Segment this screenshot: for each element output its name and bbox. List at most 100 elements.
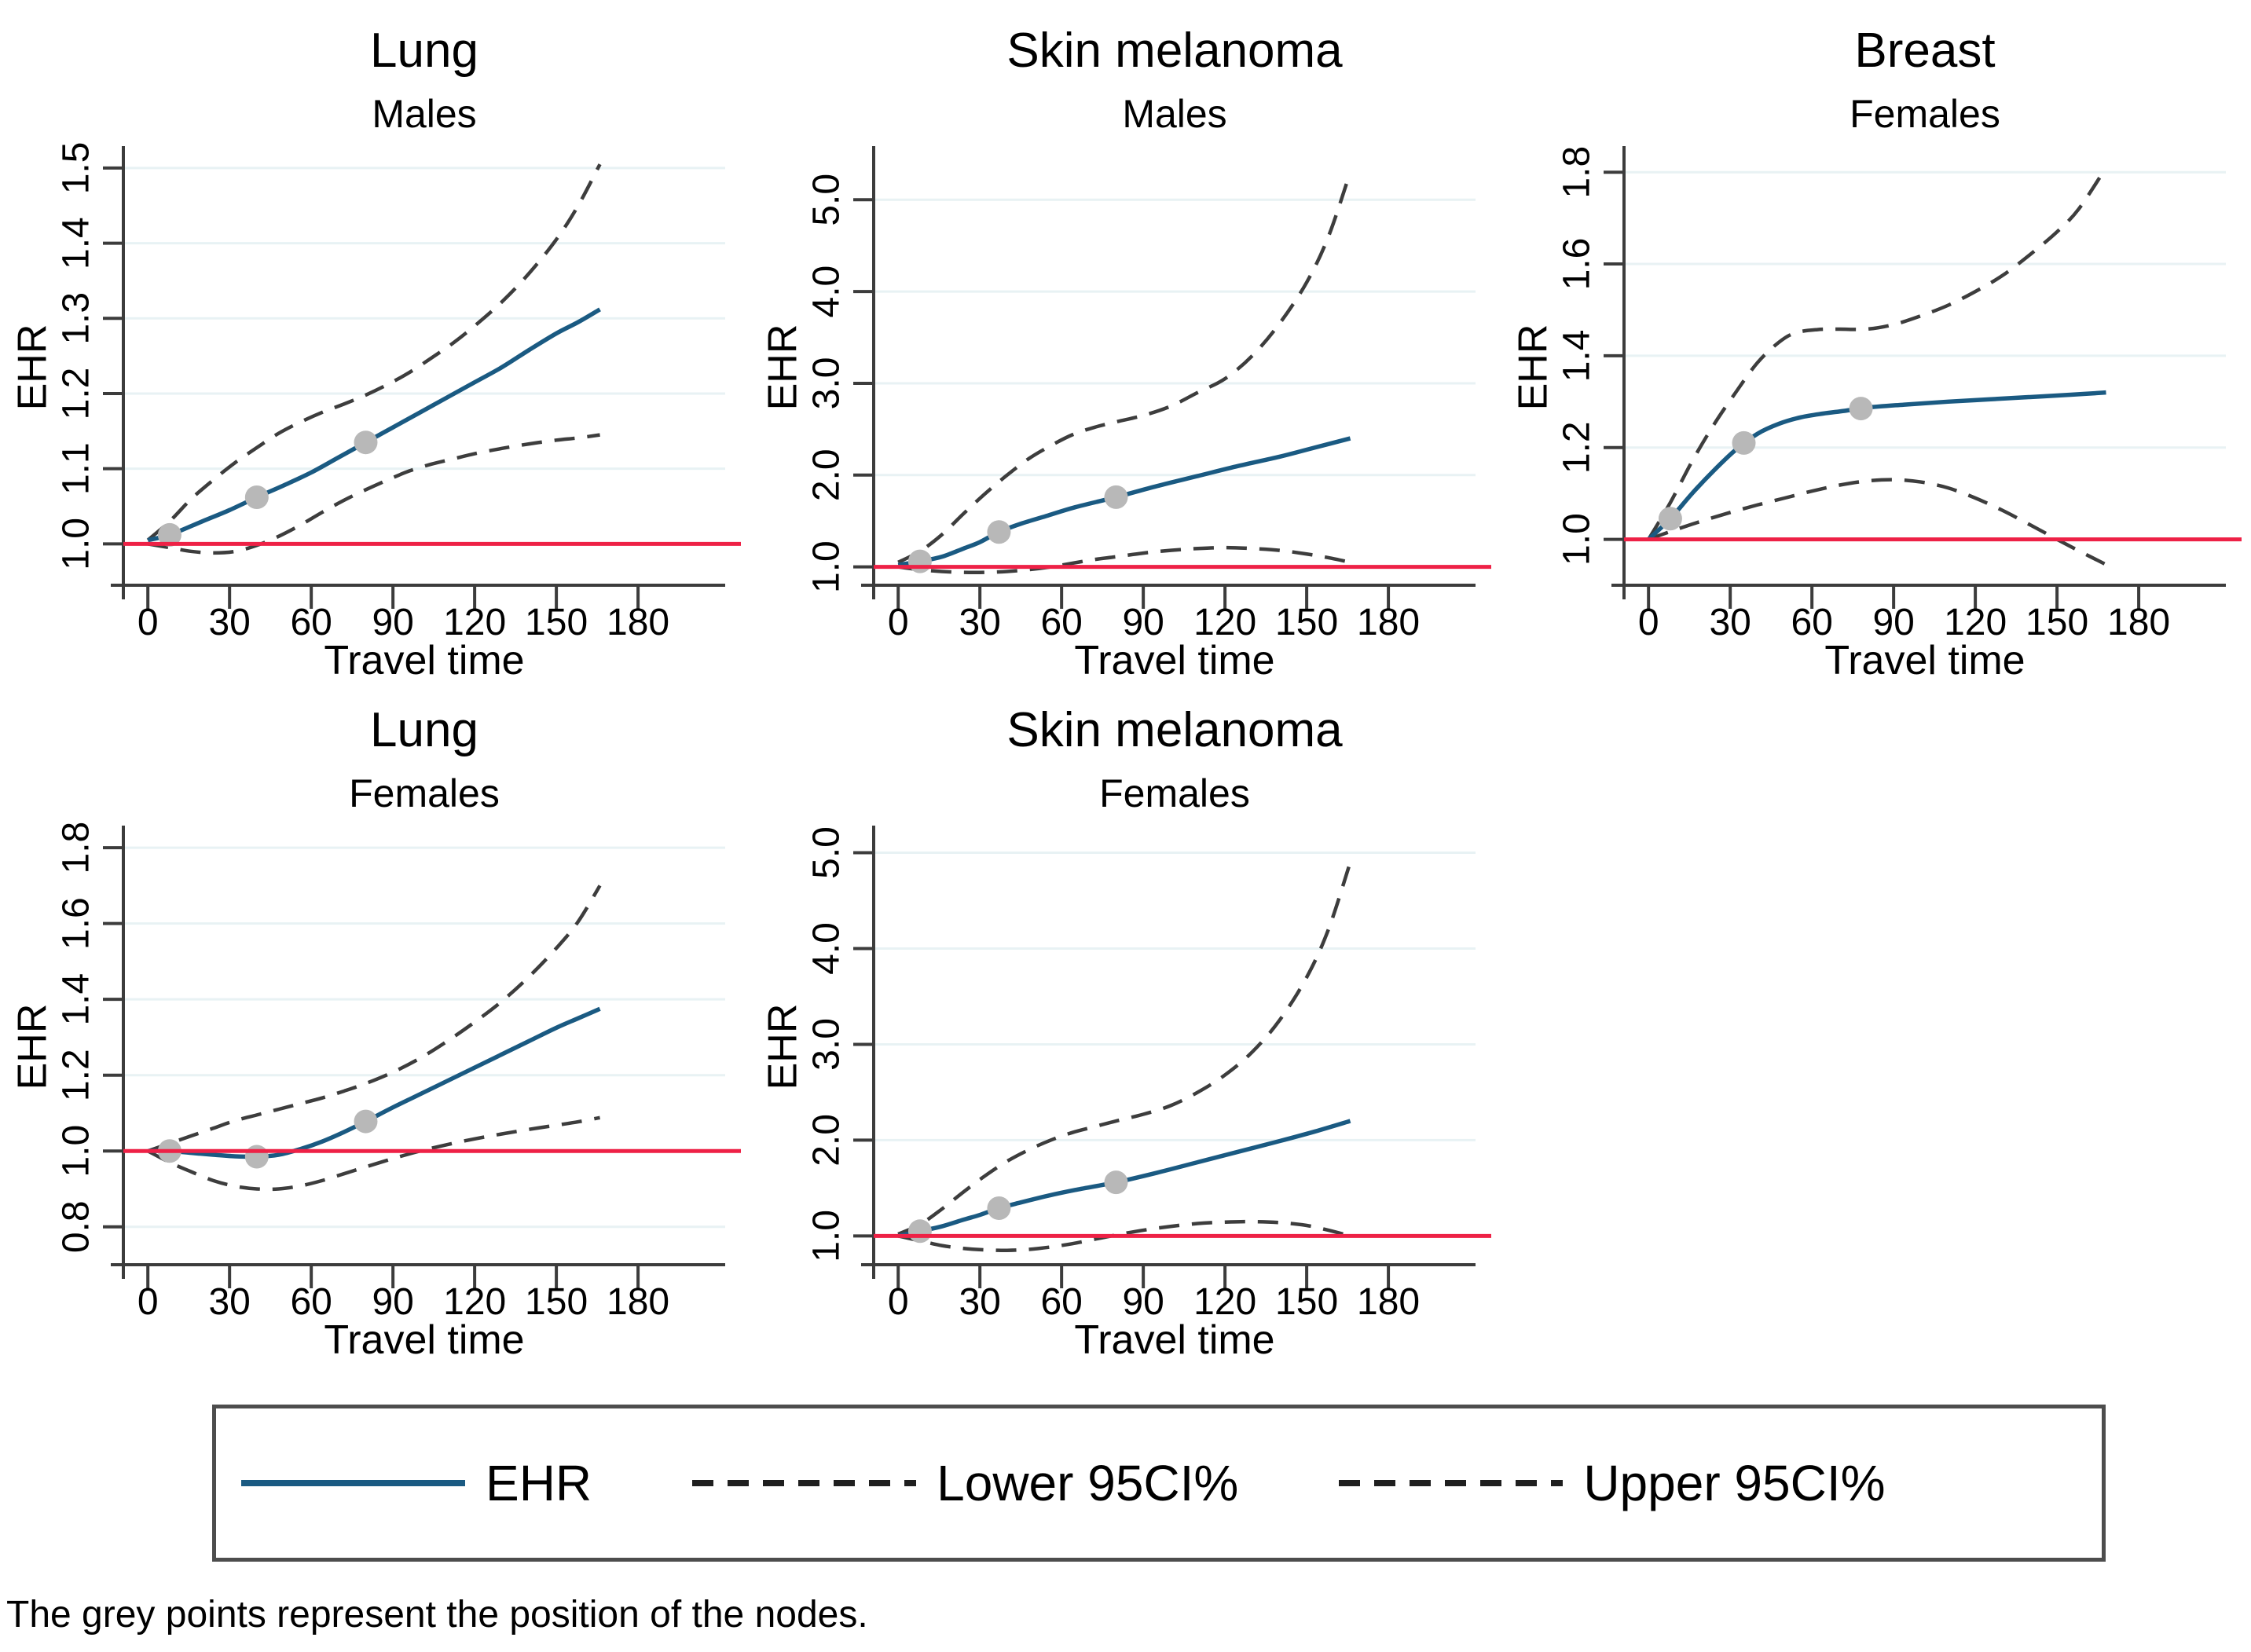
y-tick-label: 1.4 (1556, 330, 1598, 383)
x-tick-label: 0 (1638, 602, 1659, 643)
node-point (1658, 507, 1682, 531)
x-tick-label: 60 (1040, 1281, 1082, 1323)
chart-svg: Lung Males 1.0 1.1 1.2 1.3 1.4 1.5 0 30 60 90 120 150… (10, 24, 741, 679)
ehr-line (147, 307, 601, 543)
y-tick-label: 1.6 (56, 897, 97, 950)
legend-item-lower-ci: Lower 95CI% (692, 1454, 1238, 1512)
legend-item-ehr: EHR (241, 1454, 592, 1512)
panel-title: Lung (370, 24, 478, 78)
node-point (907, 549, 932, 573)
chart-svg: Lung Females 0.8 1.0 1.2 1.4 1.6 1.8 0 30 60 90 120 1… (10, 703, 741, 1359)
x-axis-title: Travel time (1824, 638, 2025, 679)
lower-ci-line-sample (692, 1480, 917, 1486)
x-tick-label: 180 (1357, 1281, 1420, 1323)
x-tick-label: 0 (888, 1281, 909, 1323)
node-point (987, 1196, 1011, 1221)
y-tick-label: 1.3 (56, 292, 97, 345)
x-axis-title: Travel time (324, 638, 524, 679)
x-tick-label: 180 (607, 602, 669, 643)
node-point (157, 522, 181, 547)
chart-svg: Skin melanoma Males 1.0 2.0 3.0 4.0 5.0 0 30 60 90… (761, 24, 1491, 679)
node-point (354, 430, 378, 455)
node-point (987, 520, 1011, 544)
x-tick-label: 120 (1193, 602, 1256, 643)
x-tick-label: 30 (208, 602, 250, 643)
x-tick-label: 60 (290, 602, 332, 643)
x-tick-label: 0 (137, 1281, 159, 1323)
upper-ci-line-sample (1339, 1480, 1564, 1486)
upper-95ci--line (897, 861, 1352, 1236)
y-tick-label: 1.1 (56, 442, 97, 495)
upper-95ci--line (146, 163, 602, 542)
y-tick-label: 1.2 (1556, 421, 1598, 474)
y-axis-title: EHR (1511, 324, 1556, 411)
x-tick-label: 150 (1275, 1281, 1338, 1323)
charts-grid: Lung Males 1.0 1.1 1.2 1.3 1.4 1.5 0 30 60 90 120 150… (10, 0, 2251, 1359)
ehr-line-sample (241, 1480, 465, 1486)
y-tick-label: 3.0 (806, 357, 848, 410)
lower-95ci--line (1648, 478, 2107, 566)
ehr-line (1647, 390, 2106, 541)
lower-95ci--line (897, 545, 1351, 575)
x-tick-label: 90 (372, 602, 413, 643)
x-tick-label: 120 (1193, 1281, 1256, 1323)
panel-skin-melanoma-males: Skin melanoma Males 1.0 2.0 3.0 4.0 5.0 0 30 60 90… (750, 0, 1501, 679)
x-tick-label: 120 (443, 602, 506, 643)
y-tick-label: 1.0 (56, 518, 97, 570)
y-tick-label: 0.8 (56, 1200, 97, 1253)
y-tick-label: 1.0 (56, 1125, 97, 1178)
y-tick-label: 4.0 (806, 266, 848, 318)
x-tick-label: 30 (1709, 602, 1751, 643)
legend-label: Upper 95CI% (1583, 1455, 1886, 1511)
lower-95ci--line (147, 433, 600, 555)
x-tick-label: 60 (290, 1281, 332, 1323)
panel-breast-females: Breast Females 1.0 1.2 1.4 1.6 1.8 0 30 60 90 120 15… (1501, 0, 2251, 679)
panel-subtitle: Females (1850, 92, 2000, 136)
panel-title: Skin melanoma (1006, 24, 1343, 78)
y-axis-title: EHR (761, 1004, 806, 1090)
y-tick-label: 1.5 (56, 142, 97, 195)
y-tick-label: 5.0 (806, 826, 848, 879)
x-axis-title: Travel time (1074, 1317, 1274, 1359)
x-tick-label: 0 (888, 602, 909, 643)
ehr-line (897, 436, 1351, 568)
panel-subtitle: Males (1122, 92, 1226, 136)
x-tick-label: 180 (607, 1281, 669, 1323)
node-point (354, 1109, 378, 1134)
y-tick-label: 1.0 (806, 540, 848, 593)
y-tick-label: 1.4 (56, 973, 97, 1026)
x-tick-label: 30 (959, 1281, 1000, 1323)
x-tick-label: 30 (208, 1281, 250, 1323)
footnote: The grey points represent the position o… (6, 1594, 868, 1636)
upper-95ci--line (1647, 167, 2108, 540)
node-point (1732, 430, 1756, 455)
panel-subtitle: Males (372, 92, 476, 136)
x-tick-label: 150 (525, 602, 588, 643)
chart-svg: Breast Females 1.0 1.2 1.4 1.6 1.8 0 30 60 90 120 15… (1511, 24, 2242, 679)
x-tick-label: 150 (1275, 602, 1338, 643)
x-tick-label: 0 (137, 602, 159, 643)
y-tick-label: 1.2 (56, 1049, 97, 1101)
x-tick-label: 180 (2107, 602, 2170, 643)
y-tick-label: 4.0 (806, 922, 848, 975)
y-tick-label: 2.0 (806, 449, 848, 501)
y-axis-title: EHR (761, 324, 806, 411)
x-tick-label: 60 (1791, 602, 1832, 643)
x-tick-label: 90 (1122, 602, 1164, 643)
panel-title: Lung (370, 703, 478, 757)
y-tick-label: 1.8 (56, 822, 97, 874)
panel-subtitle: Females (349, 771, 500, 815)
node-point (1104, 485, 1128, 509)
legend-label: Lower 95CI% (937, 1455, 1239, 1511)
legend-box: EHR Lower 95CI% Upper 95CI% (212, 1405, 2106, 1562)
y-tick-label: 2.0 (806, 1114, 848, 1167)
lower-95ci--line (147, 1115, 600, 1192)
y-axis-title: EHR (10, 1004, 56, 1090)
x-tick-label: 120 (1944, 602, 2007, 643)
x-tick-label: 90 (1872, 602, 1914, 643)
y-tick-label: 1.8 (1556, 146, 1598, 199)
x-tick-label: 90 (372, 1281, 413, 1323)
node-point (244, 1145, 269, 1169)
chart-svg: Skin melanoma Females 1.0 2.0 3.0 4.0 5.0 0 30 60… (761, 703, 1491, 1359)
y-tick-label: 3.0 (806, 1018, 848, 1071)
